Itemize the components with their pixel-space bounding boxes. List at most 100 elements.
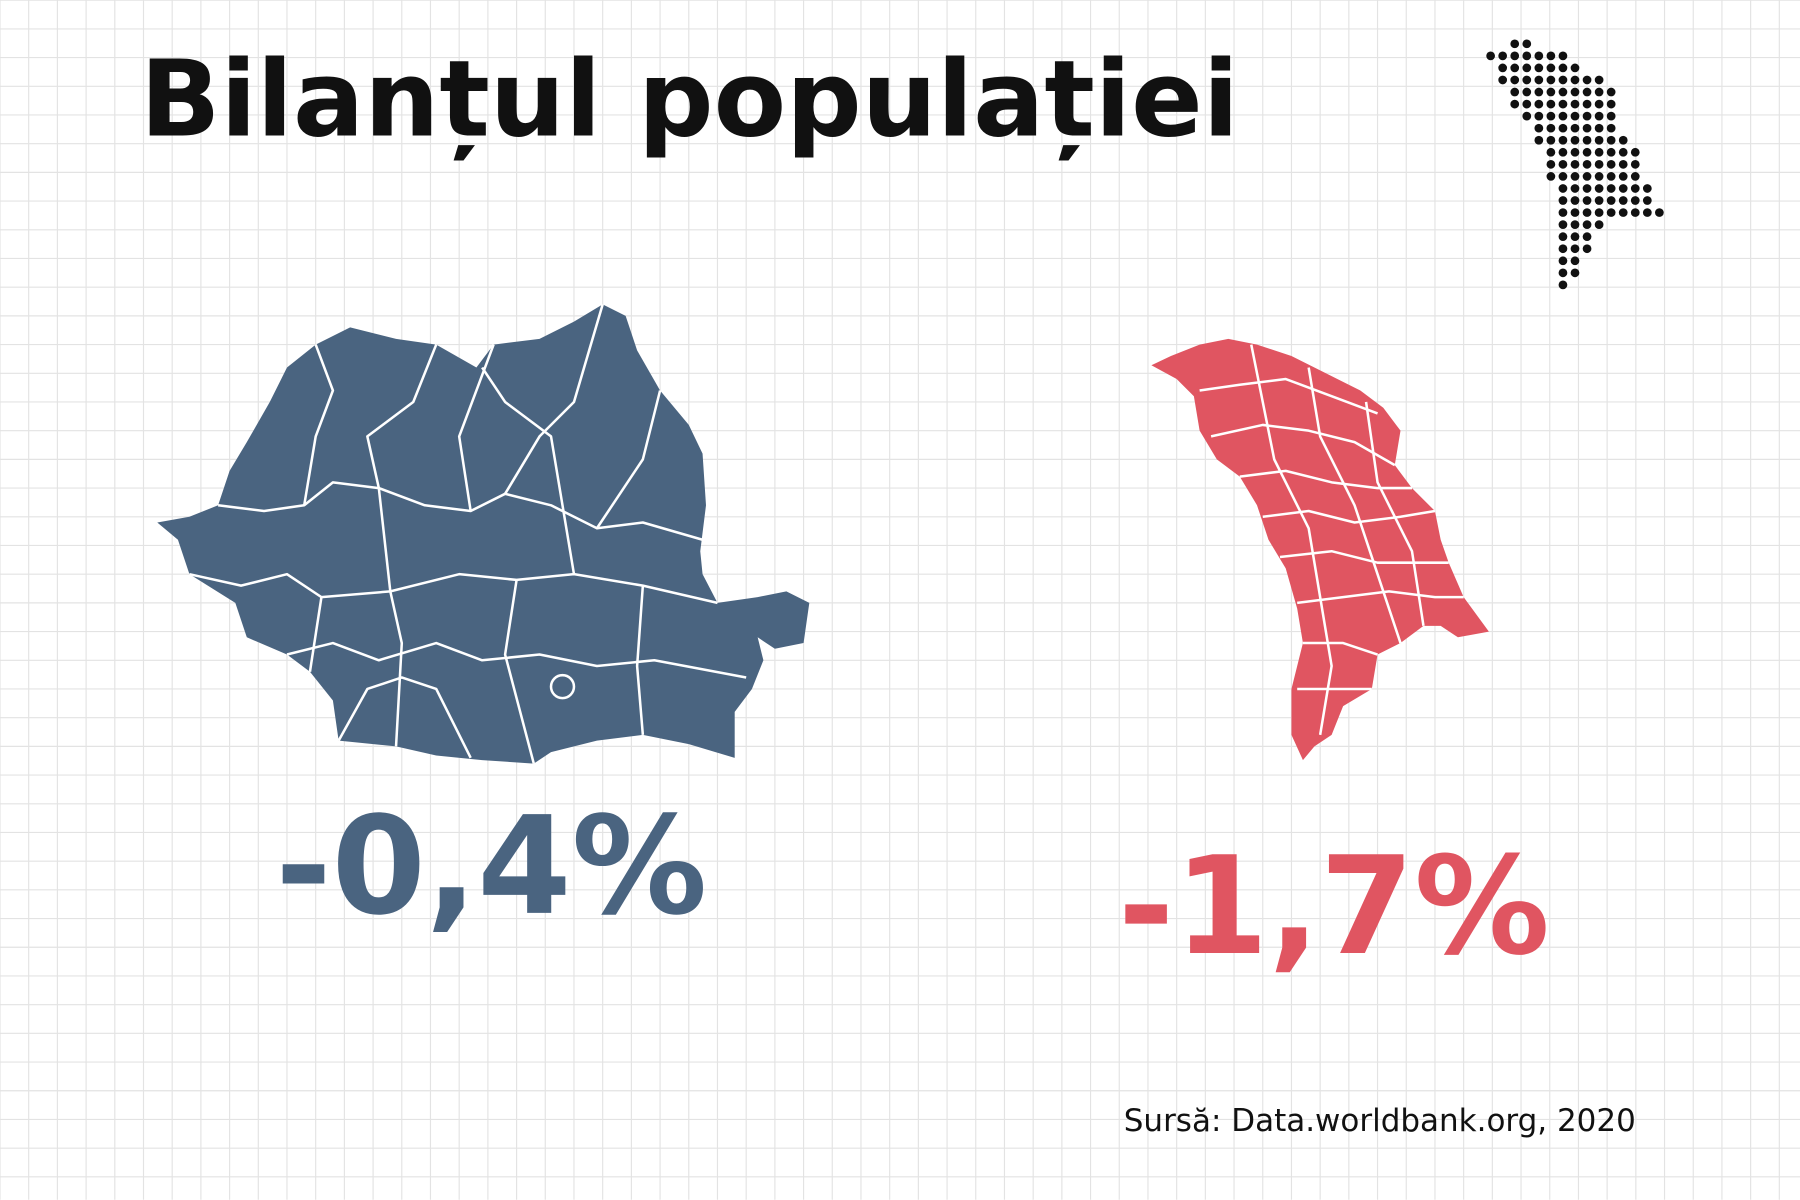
icon-dot [1618, 196, 1628, 205]
icon-dot [1582, 87, 1592, 97]
icon-dot [1558, 280, 1568, 290]
icon-dot [1570, 184, 1580, 193]
icon-dot [1486, 51, 1495, 61]
icon-dot [1618, 147, 1628, 157]
icon-dot [1510, 63, 1520, 73]
icon-dot [1558, 232, 1568, 242]
icon-dot [1594, 123, 1604, 133]
icon-dot [1594, 99, 1604, 109]
icon-dot [1594, 147, 1604, 157]
icon-dot [1594, 75, 1604, 85]
icon-dot [1534, 135, 1544, 145]
romania-change: -0,4% [275, 787, 707, 945]
icon-dot [1582, 232, 1592, 242]
icon-dot [1522, 87, 1532, 97]
icon-dot [1522, 51, 1532, 61]
icon-dot [1558, 196, 1568, 205]
icon-dot [1546, 87, 1556, 97]
icon-dot [1582, 135, 1592, 145]
icon-dot [1570, 159, 1580, 169]
icon-dot [1558, 63, 1568, 73]
icon-dot [1522, 111, 1532, 121]
icon-dot [1594, 111, 1604, 121]
icon-dot [1546, 172, 1556, 181]
icon-dot [1546, 75, 1556, 85]
icon-dot [1630, 184, 1640, 193]
icon-dot [1558, 184, 1568, 193]
icon-dot [1534, 51, 1544, 61]
icon-dot [1558, 244, 1568, 254]
icon-dot [1570, 196, 1580, 205]
icon-dot [1558, 123, 1568, 133]
icon-dot [1558, 75, 1568, 85]
icon-dot [1594, 159, 1604, 169]
icon-dot [1558, 99, 1568, 109]
icon-dot [1606, 99, 1616, 109]
icon-dot [1534, 111, 1544, 121]
icon-dot [1558, 87, 1568, 97]
icon-dot [1606, 135, 1616, 145]
icon-dot [1618, 184, 1628, 193]
icon-dot [1534, 63, 1544, 73]
icon-dot [1558, 256, 1568, 266]
icon-dot [1558, 208, 1568, 217]
icon-dot [1606, 159, 1616, 169]
source-note: Sursă: Data.worldbank.org, 2020 [1124, 1103, 1636, 1139]
icon-dot [1534, 87, 1544, 97]
icon-dot [1618, 208, 1628, 217]
icon-dot [1546, 51, 1556, 61]
icon-dot [1582, 123, 1592, 133]
icon-dot [1534, 99, 1544, 109]
icon-dot [1570, 111, 1580, 121]
icon-dot [1642, 184, 1652, 193]
icon-dot [1570, 208, 1580, 217]
icon-dot [1630, 196, 1640, 205]
title: Bilanțul populației [140, 38, 1239, 161]
icon-dot [1606, 184, 1616, 193]
moldova-change: -1,7% [1118, 827, 1550, 985]
icon-dot [1606, 111, 1616, 121]
icon-dot [1498, 75, 1508, 85]
icon-dot [1594, 135, 1604, 145]
moldova-map [1151, 338, 1489, 761]
icon-dot [1582, 196, 1592, 205]
icon-dot [1510, 39, 1520, 49]
icon-dot [1522, 75, 1532, 85]
icon-dot [1630, 208, 1640, 217]
icon-dot [1498, 51, 1508, 61]
icon-dot [1582, 244, 1592, 254]
icon-dot [1630, 172, 1640, 181]
icon-dot [1582, 99, 1592, 109]
icon-dot [1570, 244, 1580, 254]
icon-dot [1510, 87, 1520, 97]
icon-dot [1630, 147, 1640, 157]
icon-dot [1558, 111, 1568, 121]
icon-dot [1546, 123, 1556, 133]
icon-dot [1606, 208, 1616, 217]
icon-dot [1570, 135, 1580, 145]
icon-dot [1582, 208, 1592, 217]
icon-dot [1582, 111, 1592, 121]
icon-dot [1534, 123, 1544, 133]
icon-dot [1546, 135, 1556, 145]
icon-dot [1606, 172, 1616, 181]
icon-dot [1594, 172, 1604, 181]
icon-dot [1655, 208, 1664, 217]
icon-dot [1582, 75, 1592, 85]
icon-dot [1570, 268, 1580, 278]
icon-dot [1618, 135, 1628, 145]
icon-dot [1594, 87, 1604, 97]
icon-dot [1546, 111, 1556, 121]
icon-dot [1570, 232, 1580, 242]
icon-dot [1642, 196, 1652, 205]
icon-dot [1594, 208, 1604, 217]
icon-dot [1558, 147, 1568, 157]
icon-dot [1606, 87, 1616, 97]
icon-dot [1570, 172, 1580, 181]
icon-dot [1546, 63, 1556, 73]
icon-dot [1558, 159, 1568, 169]
icon-dot [1570, 75, 1580, 85]
icon-dot [1522, 63, 1532, 73]
moldova-district-borders [1199, 344, 1464, 736]
